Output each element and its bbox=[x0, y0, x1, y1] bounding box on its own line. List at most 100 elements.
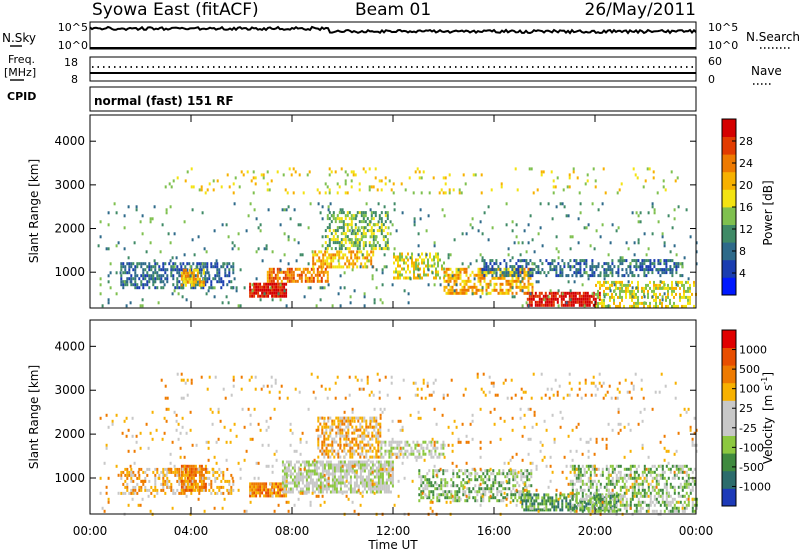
echo-cell bbox=[249, 202, 252, 206]
echo-cell bbox=[611, 506, 614, 510]
echo-cell bbox=[661, 295, 664, 299]
echo-cell bbox=[661, 494, 664, 498]
echo-cell bbox=[677, 283, 679, 287]
echo-cell bbox=[354, 241, 357, 245]
echo-cell bbox=[555, 493, 558, 497]
echo-cell bbox=[669, 259, 672, 263]
echo-cell bbox=[569, 265, 572, 269]
echo-cell bbox=[522, 475, 525, 479]
echo-cell bbox=[186, 277, 189, 281]
echo-cell bbox=[345, 431, 348, 435]
echo-cell bbox=[124, 473, 127, 477]
echo-cell bbox=[613, 509, 616, 513]
echo-cell bbox=[629, 470, 632, 474]
echo-cell bbox=[380, 232, 383, 236]
echo-cell bbox=[675, 265, 678, 269]
echo-cell bbox=[346, 247, 349, 251]
echo-cell bbox=[192, 280, 195, 284]
echo-cell bbox=[428, 496, 431, 500]
echo-cell bbox=[122, 470, 125, 474]
echo-cell bbox=[687, 298, 689, 302]
echo-cell bbox=[568, 294, 571, 298]
echo-cell bbox=[687, 479, 690, 483]
echo-cell bbox=[465, 282, 468, 286]
echo-cell bbox=[573, 509, 576, 513]
nsky-trace bbox=[89, 25, 697, 35]
echo-cell bbox=[384, 443, 387, 447]
echo-cell bbox=[438, 469, 441, 473]
echo-cell bbox=[342, 220, 345, 224]
echo-cell bbox=[521, 241, 524, 245]
echo-cell bbox=[328, 223, 331, 227]
echo-cell bbox=[605, 271, 608, 275]
echo-cell bbox=[295, 478, 298, 482]
echo-cell bbox=[154, 286, 157, 290]
echo-cell bbox=[447, 267, 450, 271]
echo-cell bbox=[506, 475, 509, 479]
echo-cell bbox=[321, 235, 324, 239]
echo-cell bbox=[269, 286, 272, 290]
echo-cell bbox=[198, 470, 201, 474]
echo-cell bbox=[385, 463, 388, 467]
echo-cell bbox=[432, 490, 435, 494]
echo-cell bbox=[357, 460, 360, 464]
echo-cell bbox=[276, 267, 279, 271]
echo-cell bbox=[543, 502, 546, 506]
echo-cell bbox=[455, 288, 458, 292]
echo-cell bbox=[345, 463, 348, 467]
echo-cell bbox=[645, 473, 648, 477]
echo-cell bbox=[440, 443, 443, 447]
echo-cell bbox=[427, 258, 429, 262]
echo-cell bbox=[301, 460, 304, 464]
echo-cell bbox=[161, 223, 164, 227]
echo-cell bbox=[465, 288, 468, 292]
echo-cell bbox=[525, 285, 528, 289]
echo-cell bbox=[363, 478, 366, 482]
echo-cell bbox=[354, 253, 357, 257]
echo-cell bbox=[323, 478, 326, 482]
echo-cell bbox=[409, 256, 412, 260]
echo-cell bbox=[180, 482, 183, 486]
echo-cell bbox=[495, 262, 498, 266]
echo-cell bbox=[538, 294, 541, 298]
echo-cell bbox=[528, 300, 531, 304]
echo-cell bbox=[286, 270, 289, 274]
echo-cell bbox=[561, 271, 564, 275]
echo-cell bbox=[196, 274, 199, 278]
echo-cell bbox=[176, 467, 179, 471]
echo-cell bbox=[439, 283, 442, 287]
echo-cell bbox=[627, 488, 630, 492]
echo-cell bbox=[502, 469, 505, 473]
echo-cell bbox=[657, 500, 660, 504]
echo-cell bbox=[126, 488, 129, 492]
echo-cell bbox=[202, 283, 205, 287]
echo-cell bbox=[609, 295, 611, 299]
echo-cell bbox=[565, 301, 568, 305]
echo-cell bbox=[361, 490, 364, 494]
echo-cell bbox=[597, 479, 600, 483]
echo-cell bbox=[334, 253, 337, 257]
echo-cell bbox=[233, 202, 236, 206]
echo-cell bbox=[257, 282, 260, 286]
echo-cell bbox=[200, 286, 203, 290]
echo-cell bbox=[495, 274, 498, 278]
echo-cell bbox=[611, 470, 614, 474]
echo-cell bbox=[361, 466, 364, 470]
echo-cell bbox=[317, 472, 320, 476]
echo-cell bbox=[495, 268, 498, 272]
echo-cell bbox=[338, 250, 341, 254]
echo-cell bbox=[617, 464, 620, 468]
echo-cell bbox=[484, 490, 487, 494]
echo-cell bbox=[162, 485, 165, 489]
echo-cell bbox=[357, 419, 360, 423]
echo-cell bbox=[251, 488, 254, 492]
echo-cell bbox=[611, 223, 614, 227]
echo-cell bbox=[350, 220, 353, 224]
echo-cell bbox=[643, 491, 646, 495]
echo-cell bbox=[435, 255, 437, 259]
echo-cell bbox=[319, 478, 322, 482]
echo-cell bbox=[535, 508, 538, 512]
echo-cell bbox=[449, 285, 452, 289]
echo-cell bbox=[406, 449, 409, 453]
colorbar-tick-label: 12 bbox=[739, 223, 753, 236]
